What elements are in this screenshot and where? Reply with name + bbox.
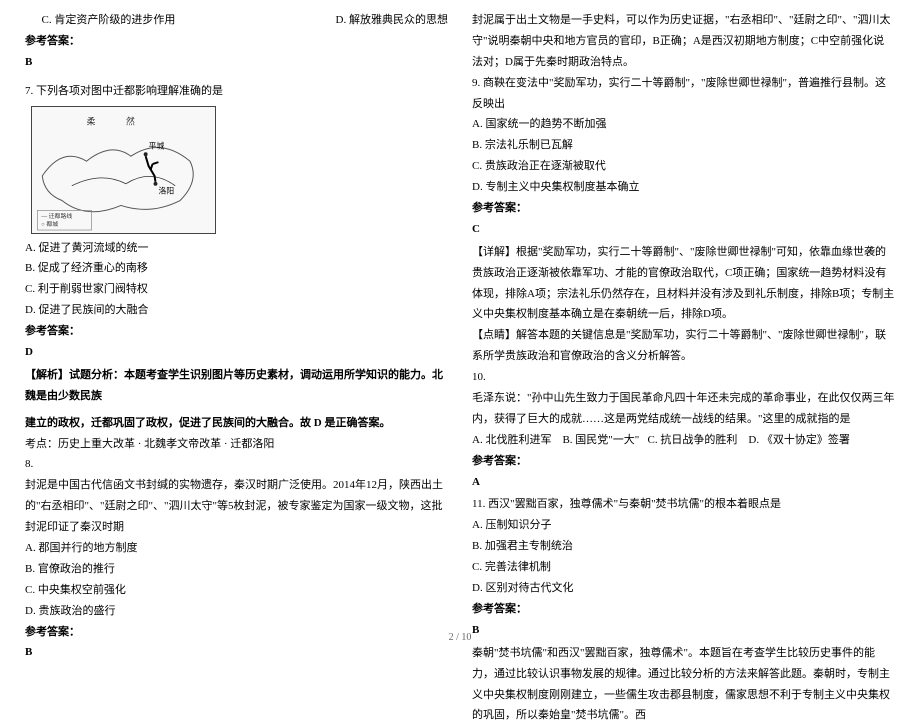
q6-opt-c: C. 肯定资产阶级的进步作用: [25, 10, 319, 31]
ref-answer-label-6: 参考答案：: [25, 31, 448, 52]
svg-text:然: 然: [126, 115, 135, 126]
q10-opt-d: D. 《双十协定》签署: [748, 434, 849, 446]
q7-opt-b: B. 促成了经济重心的南移: [25, 258, 448, 279]
q8-number: 8.: [25, 454, 448, 475]
q10-stem: 毛泽东说："孙中山先生致力于国民革命凡四十年还未完成的革命事业，在此仅仅两三年内…: [472, 388, 895, 430]
right-column: 封泥属于出土文物是一手史料，可以作为历史证据，"右丞相印"、"廷尉之印"、"泗川…: [460, 10, 895, 641]
q9-opt-b: B. 宗法礼乐制已瓦解: [472, 135, 895, 156]
svg-text:柔: 柔: [87, 116, 96, 126]
q7-opt-d: D. 促进了民族间的大融合: [25, 300, 448, 321]
q8-opt-c: C. 中央集权空前强化: [25, 580, 448, 601]
q10-options: A. 北伐胜利进军 B. 国民党"一大" C. 抗日战争的胜利 D. 《双十协定…: [472, 430, 895, 451]
q7-map-image: 柔 然 平城 洛阳 — 迁都路线 ○ 都城: [31, 106, 216, 234]
q7-stem: 7. 下列各项对图中迁都影响理解准确的是: [25, 81, 448, 102]
q7-opt-c: C. 利于削弱世家门阀特权: [25, 279, 448, 300]
q8-opt-b: B. 官僚政治的推行: [25, 559, 448, 580]
svg-text:平城: 平城: [149, 141, 165, 150]
q9-answer: C: [472, 219, 895, 240]
ref-answer-label-7: 参考答案：: [25, 321, 448, 342]
q11-answer: B: [472, 620, 895, 641]
q10-answer: A: [472, 472, 895, 493]
ref-answer-label-8: 参考答案：: [25, 622, 448, 643]
q7-kaodian: 考点：历史上重大改革 · 北魏孝文帝改革 · 迁都洛阳: [25, 434, 448, 455]
q11-opt-b: B. 加强君主专制统治: [472, 536, 895, 557]
q8-opt-d: D. 贵族政治的盛行: [25, 601, 448, 622]
q10-opt-b: B. 国民党"一大": [562, 434, 639, 446]
q8-opt-a: A. 郡国并行的地方制度: [25, 538, 448, 559]
q10-number: 10.: [472, 367, 895, 388]
q8-explain: 封泥属于出土文物是一手史料，可以作为历史证据，"右丞相印"、"廷尉之印"、"泗川…: [472, 10, 895, 73]
q9-dianjing: 【点睛】解答本题的关键信息是"奖励军功，实行二十等爵制"、"废除世卿世禄制"，联…: [472, 325, 895, 367]
q11-stem: 11. 西汉"罢黜百家，独尊儒术"与秦朝"焚书坑儒"的根本着眼点是: [472, 494, 895, 515]
q9-opt-a: A. 国家统一的趋势不断加强: [472, 114, 895, 135]
q11-opt-a: A. 压制知识分子: [472, 515, 895, 536]
q9-opt-d: D. 专制主义中央集权制度基本确立: [472, 177, 895, 198]
q11-opt-c: C. 完善法律机制: [472, 557, 895, 578]
svg-text:洛阳: 洛阳: [158, 185, 174, 195]
page-number: 2 / 10: [449, 628, 472, 647]
q7-answer: D: [25, 342, 448, 363]
q6-options-cd: C. 肯定资产阶级的进步作用 D. 解放雅典民众的思想: [25, 10, 448, 31]
q9-detail: 【详解】根据"奖励军功，实行二十等爵制"、"废除世卿世禄制"可知，依靠血缘世袭的…: [472, 242, 895, 326]
svg-text:○ 都城: ○ 都城: [41, 220, 58, 228]
ref-answer-label-11: 参考答案：: [472, 599, 895, 620]
q7-analysis-2: 建立的政权，迁都巩固了政权，促进了民族间的大融合。故 D 是正确答案。: [25, 413, 448, 434]
q10-opt-a: A. 北伐胜利进军: [472, 434, 551, 446]
ref-answer-label-9: 参考答案：: [472, 198, 895, 219]
q8-stem: 封泥是中国古代信函文书封缄的实物遗存，秦汉时期广泛使用。2014年12月，陕西出…: [25, 475, 448, 538]
q10-opt-c: C. 抗日战争的胜利: [648, 434, 738, 446]
left-column: C. 肯定资产阶级的进步作用 D. 解放雅典民众的思想 参考答案： B 7. 下…: [25, 10, 460, 641]
svg-text:— 迁都路线: — 迁都路线: [40, 212, 72, 220]
q11-opt-d: D. 区别对待古代文化: [472, 578, 895, 599]
q7-opt-a: A. 促进了黄河流域的统一: [25, 238, 448, 259]
q6-opt-d: D. 解放雅典民众的思想: [319, 10, 448, 31]
q11-explain: 秦朝"焚书坑儒"和西汉"罢黜百家，独尊儒术"。本题旨在考查学生比较历史事件的能力…: [472, 643, 895, 726]
q9-opt-c: C. 贵族政治正在逐渐被取代: [472, 156, 895, 177]
q7-analysis-1: 【解析】试题分析：本题考查学生识别图片等历史素材，调动运用所学知识的能力。北魏是…: [25, 365, 448, 407]
q9-stem: 9. 商鞅在变法中"奖励军功，实行二十等爵制"，"废除世卿世禄制"，普遍推行县制…: [472, 73, 895, 115]
q8-answer: B: [25, 642, 448, 663]
q6-answer: B: [25, 52, 448, 73]
map-svg: 柔 然 平城 洛阳 — 迁都路线 ○ 都城: [32, 107, 215, 233]
ref-answer-label-10: 参考答案：: [472, 451, 895, 472]
